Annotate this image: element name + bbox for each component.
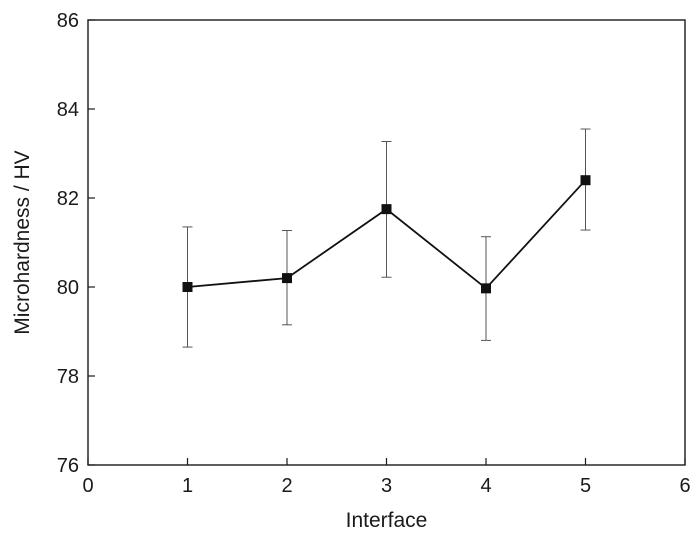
x-tick-label: 2 [281,475,292,497]
x-tick-label: 3 [381,475,392,497]
y-tick-label: 78 [57,366,79,388]
data-point [481,283,491,294]
x-tick-label: 0 [82,475,93,497]
error-bars [182,128,591,348]
x-tick-label: 5 [580,475,591,497]
ticks: 0 1 2 3 4 5 6 76 78 80 82 84 86 [57,10,691,497]
series-layer [182,175,591,294]
y-tick-label: 84 [57,99,79,121]
data-point [282,273,292,284]
y-tick-label: 82 [57,188,79,210]
x-tick-label: 1 [182,475,193,497]
y-tick-label: 86 [57,10,79,32]
x-axis-title: Interface [346,509,428,532]
data-point [381,204,392,215]
data-point [580,175,591,186]
x-tick-label: 4 [480,475,491,497]
x-tick-label: 6 [679,475,690,497]
y-tick-label: 76 [57,455,79,477]
data-point [182,282,193,292]
y-tick-label: 80 [57,277,79,299]
y-axis-title: Microhardness / HV [11,150,34,334]
